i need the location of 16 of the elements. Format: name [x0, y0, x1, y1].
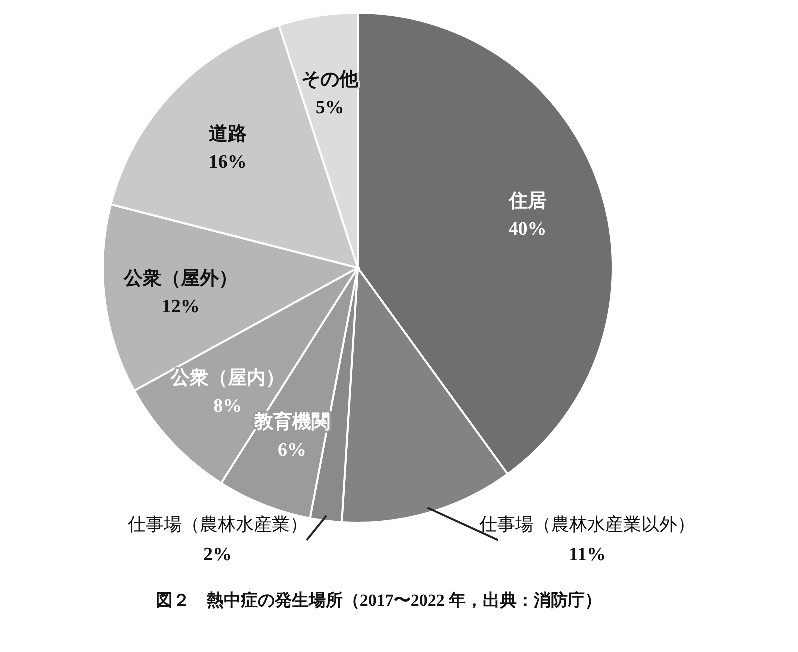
data-label: 5% [316, 98, 344, 119]
slice-label: その他 [302, 70, 360, 91]
slice-label: 住居 [508, 190, 547, 212]
slice-label: 公衆（屋外） [122, 268, 238, 290]
data-label: 11% [569, 544, 606, 566]
slice-label: 仕事場（農林水産業） [126, 514, 308, 534]
data-label: 40% [508, 218, 547, 240]
slice-label: 公衆（屋内） [170, 367, 285, 390]
data-label: 8% [214, 396, 242, 418]
data-label: 12% [162, 296, 200, 318]
data-label: 6% [278, 440, 307, 461]
data-label: 16% [208, 152, 247, 173]
slice-label: 仕事場（農林水産業以外） [478, 514, 696, 534]
slice-label: 道路 [208, 124, 247, 145]
text: 図２ 熱中症の発生場所（2017〜2022 年，出典：消防庁） [156, 591, 602, 610]
data-label: 2% [204, 544, 232, 566]
